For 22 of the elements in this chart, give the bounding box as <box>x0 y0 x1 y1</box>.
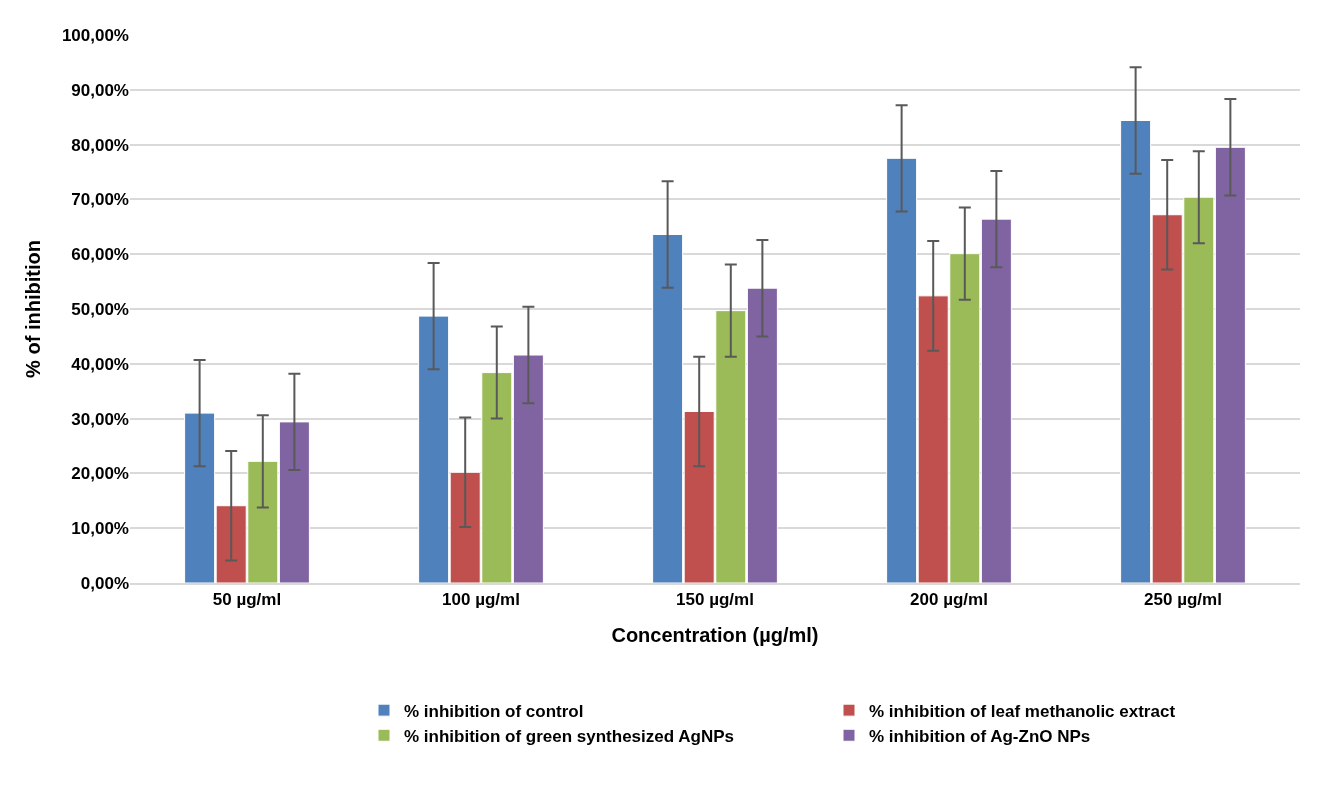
x-tick-label: 50 µg/ml <box>212 590 282 610</box>
x-tick-label: 150 µg/ml <box>676 590 754 610</box>
y-tick-label: 10,00% <box>71 519 129 539</box>
x-tick-label: 200 µg/ml <box>910 590 988 610</box>
y-tick-label: 30,00% <box>71 409 129 429</box>
y-tick-label: 20,00% <box>71 464 129 484</box>
y-tick-label: 100,00% <box>61 25 129 45</box>
y-tick-label: 60,00% <box>71 245 129 265</box>
x-tick-label: 250 µg/ml <box>1144 590 1222 610</box>
legend-label: % inhibition of Ag-ZnO NPs <box>869 726 1091 746</box>
legend-label: % inhibition of leaf methanolic extract <box>869 701 1176 721</box>
x-tick-label: 100 µg/ml <box>442 590 520 610</box>
y-axis-title: % of inhibition <box>22 240 45 378</box>
y-tick-label: 70,00% <box>71 190 129 210</box>
legend-label: % inhibition of control <box>404 701 584 721</box>
x-axis-title: Concentration (µg/ml) <box>611 624 819 647</box>
y-tick-label: 0,00% <box>80 573 129 593</box>
y-tick-label: 90,00% <box>71 80 129 100</box>
y-tick-label: 40,00% <box>71 354 129 374</box>
y-tick-label: 50,00% <box>71 299 129 319</box>
y-tick-label: 80,00% <box>71 135 129 155</box>
legend-label: % inhibition of green synthesized AgNPs <box>404 726 734 746</box>
